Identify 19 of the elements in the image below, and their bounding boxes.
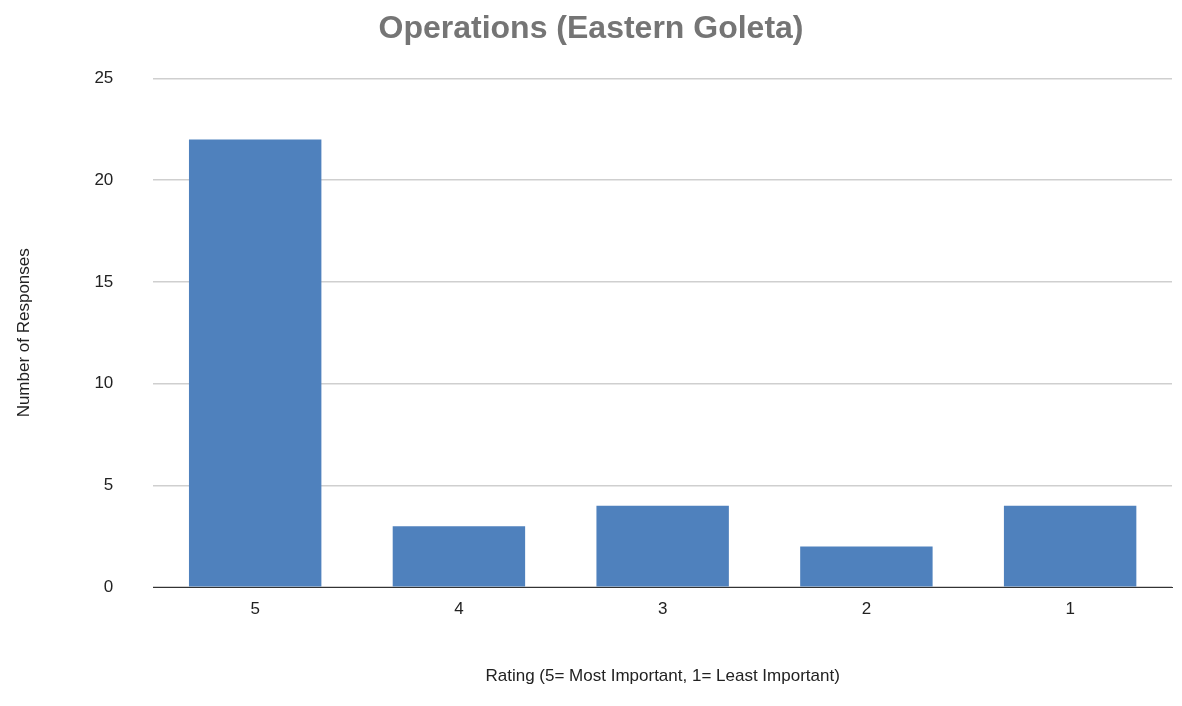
bar bbox=[188, 139, 322, 587]
x-axis-title: Rating (5= Most Important, 1= Least Important) bbox=[485, 666, 840, 686]
x-tick-label: 2 bbox=[861, 599, 872, 619]
bar bbox=[1003, 505, 1137, 587]
x-tick-label: 3 bbox=[657, 599, 668, 619]
y-tick-label: 5 bbox=[103, 475, 114, 495]
y-tick-label: 25 bbox=[94, 68, 114, 88]
bar bbox=[392, 526, 526, 587]
x-tick-label: 4 bbox=[454, 599, 464, 619]
x-tick-label: 5 bbox=[250, 599, 260, 619]
y-tick-label: 15 bbox=[94, 271, 114, 291]
y-tick-label: 0 bbox=[103, 576, 114, 596]
bar bbox=[596, 505, 729, 587]
x-tick-label: 1 bbox=[1065, 599, 1075, 619]
y-tick-label: 20 bbox=[94, 169, 114, 189]
y-axis-title: Number of Responses bbox=[13, 248, 33, 418]
y-tick-label: 10 bbox=[94, 373, 114, 393]
bar bbox=[800, 546, 933, 587]
chart-title: Operations (Eastern Goleta) bbox=[378, 9, 804, 46]
